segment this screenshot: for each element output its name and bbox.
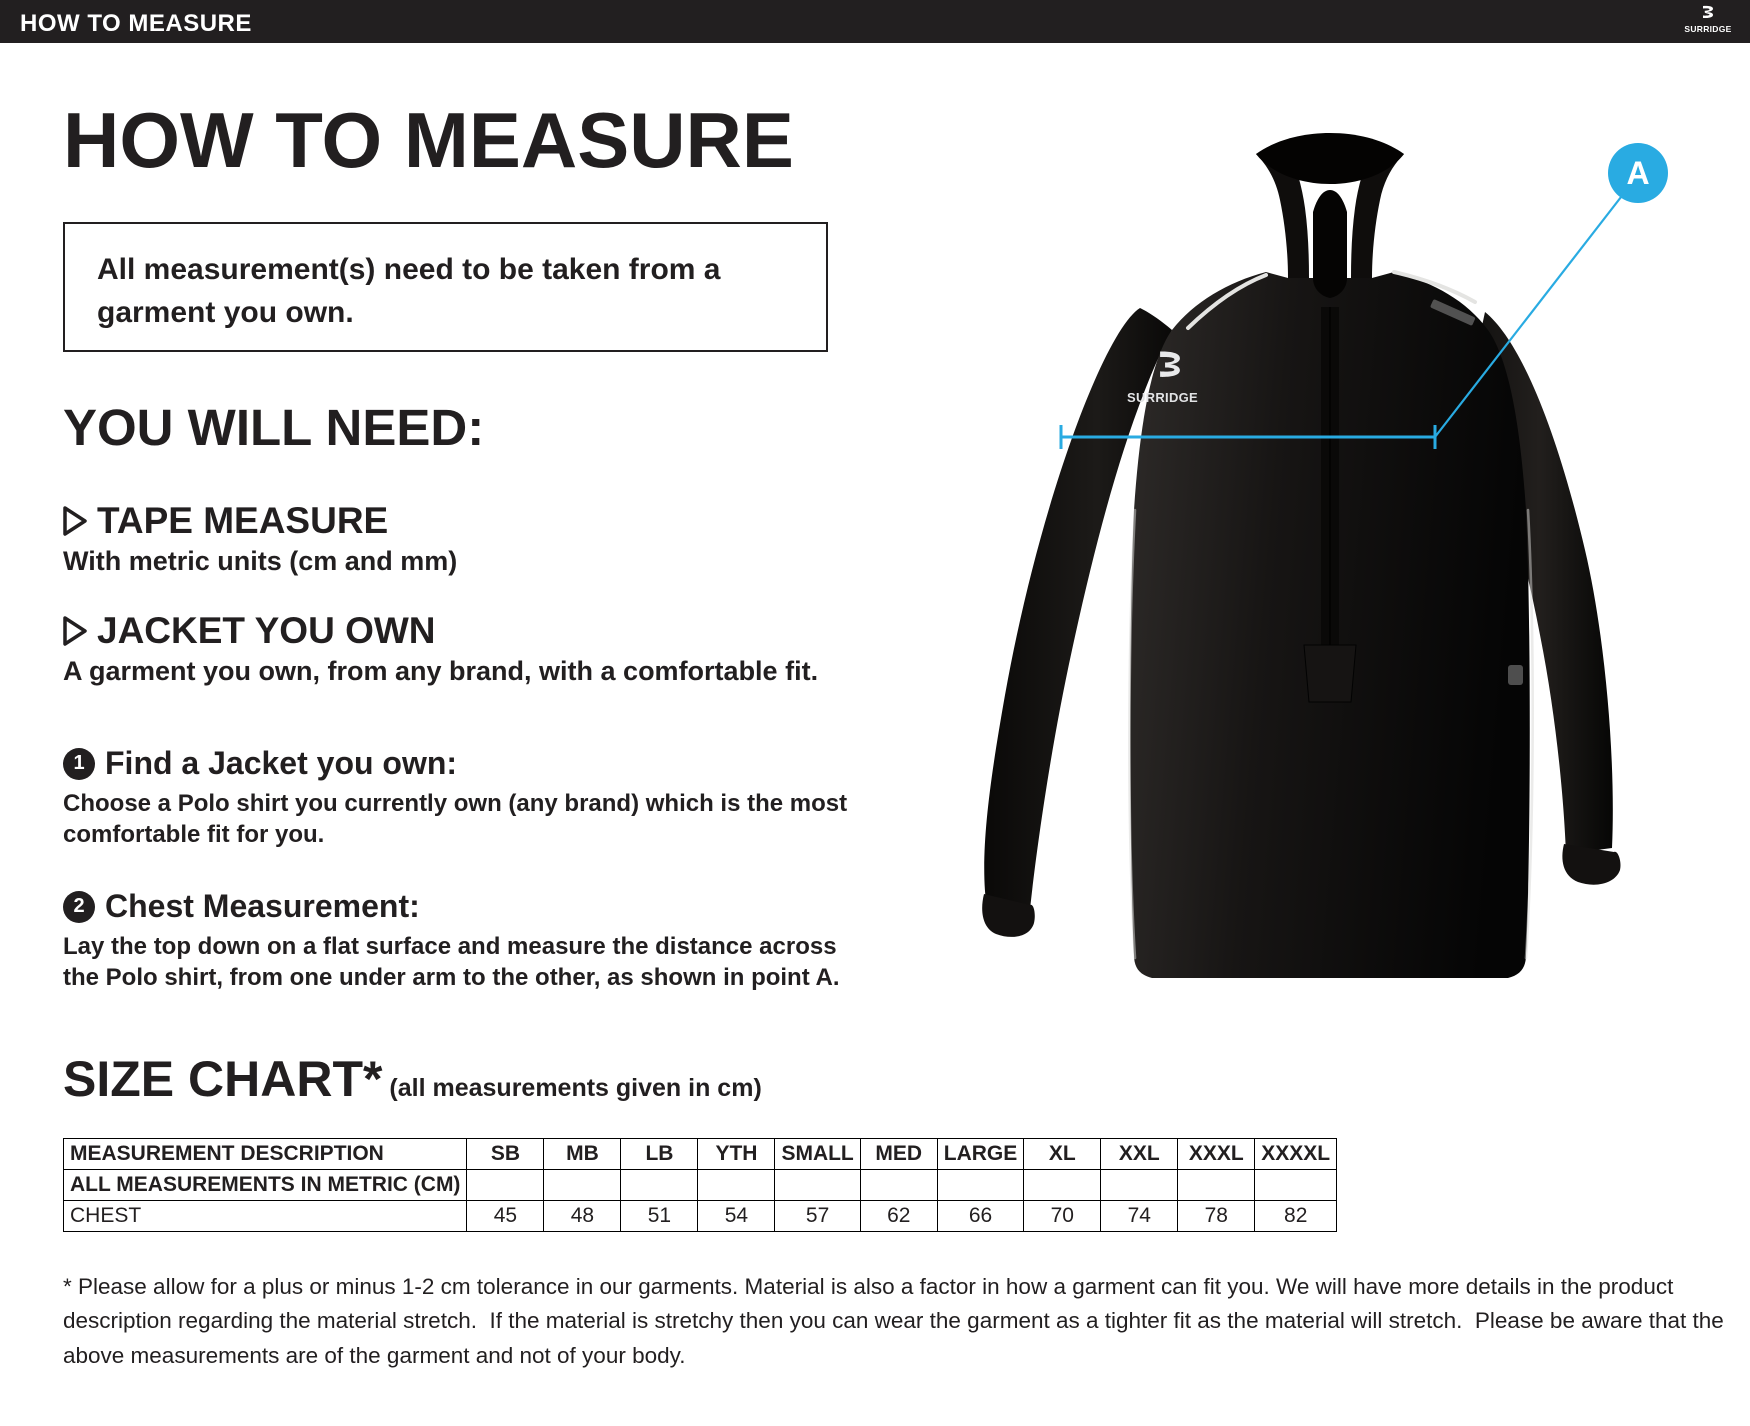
svg-text:A: A [1626,155,1649,191]
svg-text:SURRIDGE: SURRIDGE [1127,390,1198,405]
